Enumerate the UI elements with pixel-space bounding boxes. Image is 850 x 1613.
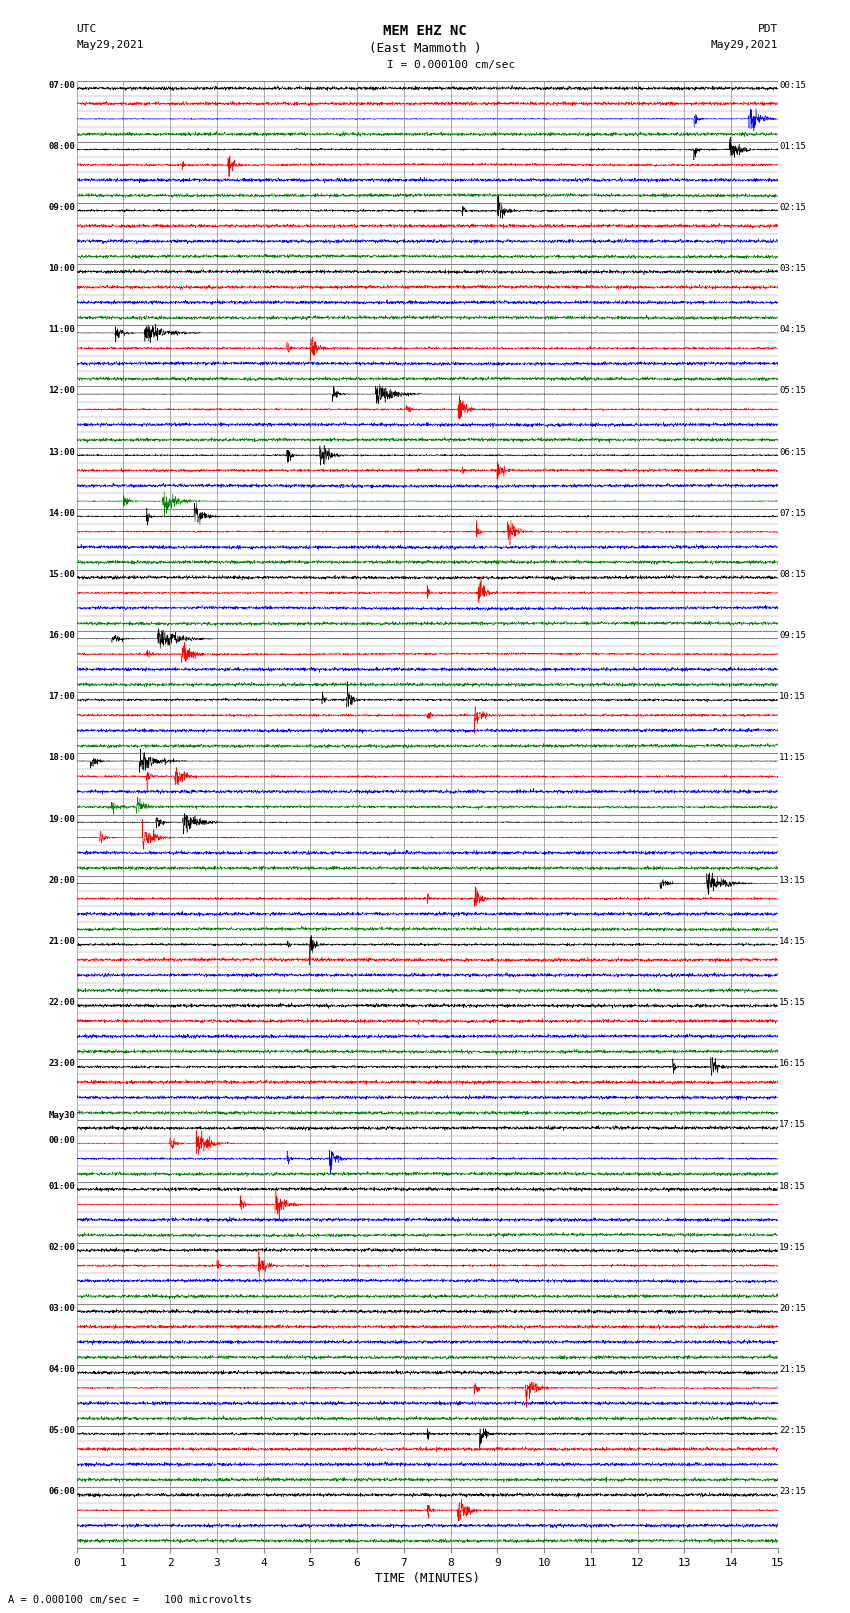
Text: 22:15: 22:15 bbox=[779, 1426, 806, 1436]
X-axis label: TIME (MINUTES): TIME (MINUTES) bbox=[375, 1573, 479, 1586]
Text: 08:15: 08:15 bbox=[779, 569, 806, 579]
Text: 17:00: 17:00 bbox=[48, 692, 75, 702]
Text: 11:15: 11:15 bbox=[779, 753, 806, 763]
Text: 07:15: 07:15 bbox=[779, 508, 806, 518]
Text: 13:15: 13:15 bbox=[779, 876, 806, 884]
Text: 03:00: 03:00 bbox=[48, 1303, 75, 1313]
Text: 04:00: 04:00 bbox=[48, 1365, 75, 1374]
Text: 18:15: 18:15 bbox=[779, 1181, 806, 1190]
Text: 06:15: 06:15 bbox=[779, 448, 806, 456]
Text: 20:00: 20:00 bbox=[48, 876, 75, 884]
Text: I = 0.000100 cm/sec: I = 0.000100 cm/sec bbox=[387, 60, 515, 69]
Text: 19:00: 19:00 bbox=[48, 815, 75, 824]
Text: May29,2021: May29,2021 bbox=[76, 40, 144, 50]
Text: 23:15: 23:15 bbox=[779, 1487, 806, 1497]
Text: 09:15: 09:15 bbox=[779, 631, 806, 640]
Text: 17:15: 17:15 bbox=[779, 1121, 806, 1129]
Text: 13:00: 13:00 bbox=[48, 448, 75, 456]
Text: 16:00: 16:00 bbox=[48, 631, 75, 640]
Text: 21:15: 21:15 bbox=[779, 1365, 806, 1374]
Text: 09:00: 09:00 bbox=[48, 203, 75, 211]
Text: 15:00: 15:00 bbox=[48, 569, 75, 579]
Text: 15:15: 15:15 bbox=[779, 998, 806, 1007]
Text: MEM EHZ NC: MEM EHZ NC bbox=[383, 24, 467, 39]
Text: 07:00: 07:00 bbox=[48, 81, 75, 90]
Text: 00:15: 00:15 bbox=[779, 81, 806, 90]
Text: 00:00: 00:00 bbox=[48, 1136, 75, 1145]
Text: 12:15: 12:15 bbox=[779, 815, 806, 824]
Text: 02:15: 02:15 bbox=[779, 203, 806, 211]
Text: 02:00: 02:00 bbox=[48, 1242, 75, 1252]
Text: 22:00: 22:00 bbox=[48, 998, 75, 1007]
Text: UTC: UTC bbox=[76, 24, 97, 34]
Text: 12:00: 12:00 bbox=[48, 387, 75, 395]
Text: 03:15: 03:15 bbox=[779, 265, 806, 273]
Text: 05:00: 05:00 bbox=[48, 1426, 75, 1436]
Text: 11:00: 11:00 bbox=[48, 326, 75, 334]
Text: 23:00: 23:00 bbox=[48, 1060, 75, 1068]
Text: 14:00: 14:00 bbox=[48, 508, 75, 518]
Text: 18:00: 18:00 bbox=[48, 753, 75, 763]
Text: May29,2021: May29,2021 bbox=[711, 40, 778, 50]
Text: 04:15: 04:15 bbox=[779, 326, 806, 334]
Text: 05:15: 05:15 bbox=[779, 387, 806, 395]
Text: 10:00: 10:00 bbox=[48, 265, 75, 273]
Text: May30: May30 bbox=[48, 1111, 75, 1121]
Text: 20:15: 20:15 bbox=[779, 1303, 806, 1313]
Text: 19:15: 19:15 bbox=[779, 1242, 806, 1252]
Text: (East Mammoth ): (East Mammoth ) bbox=[369, 42, 481, 55]
Text: 16:15: 16:15 bbox=[779, 1060, 806, 1068]
Text: 06:00: 06:00 bbox=[48, 1487, 75, 1497]
Text: A = 0.000100 cm/sec =    100 microvolts: A = 0.000100 cm/sec = 100 microvolts bbox=[8, 1595, 252, 1605]
Text: 10:15: 10:15 bbox=[779, 692, 806, 702]
Text: 01:15: 01:15 bbox=[779, 142, 806, 150]
Text: 08:00: 08:00 bbox=[48, 142, 75, 150]
Text: 14:15: 14:15 bbox=[779, 937, 806, 945]
Text: 01:00: 01:00 bbox=[48, 1181, 75, 1190]
Text: PDT: PDT bbox=[757, 24, 778, 34]
Text: 21:00: 21:00 bbox=[48, 937, 75, 945]
